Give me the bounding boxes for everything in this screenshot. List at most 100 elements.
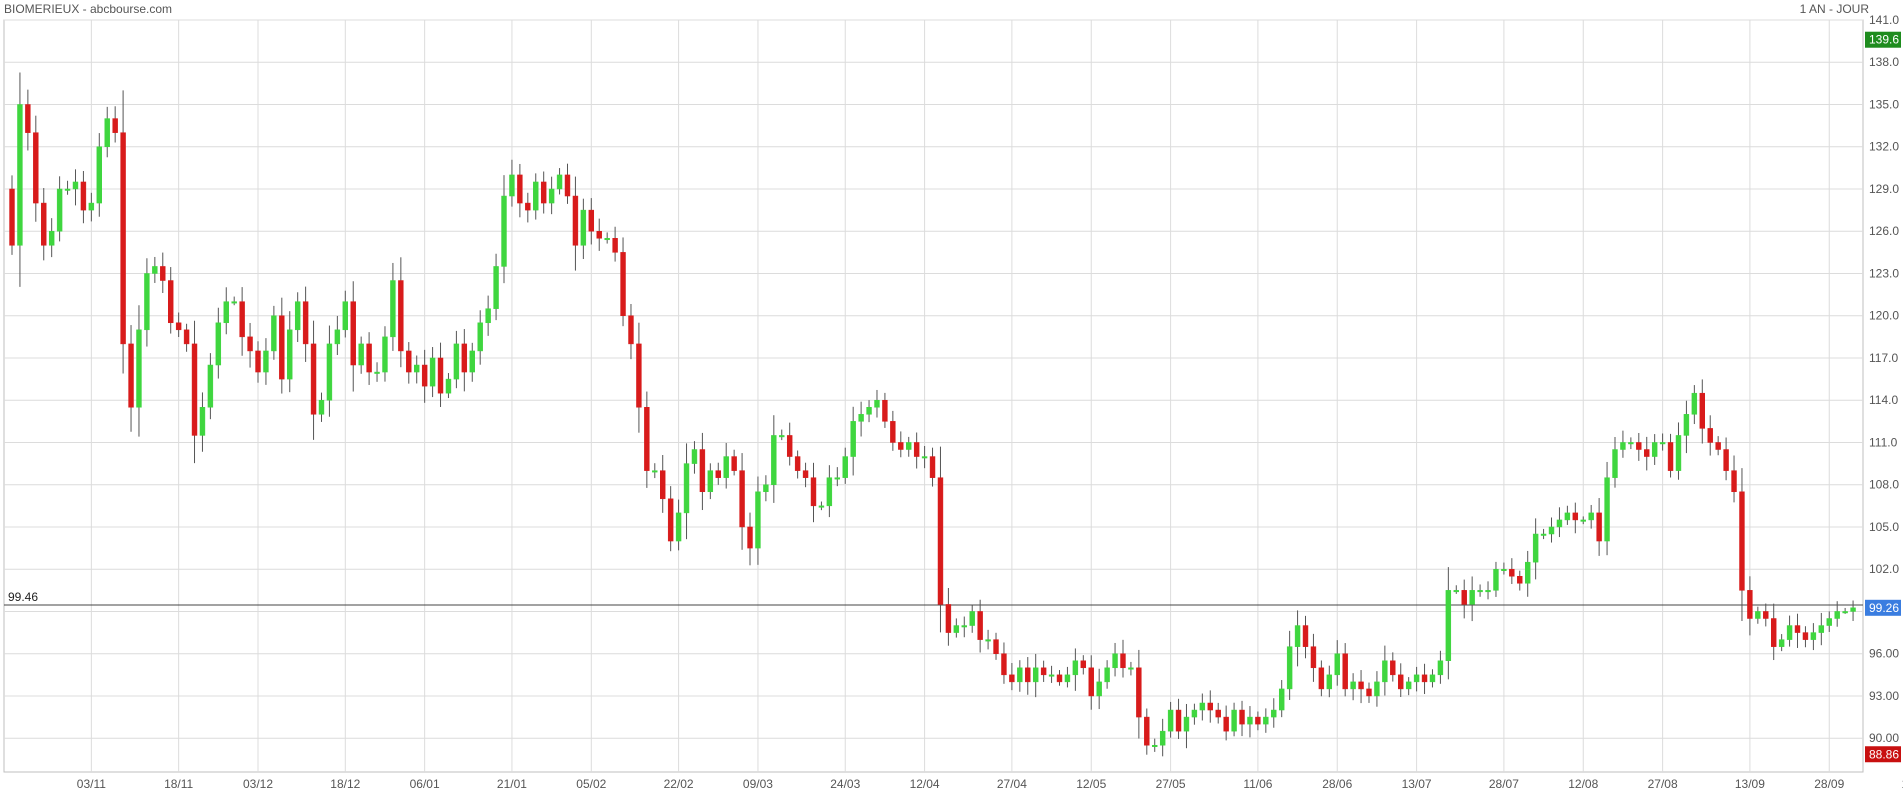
candle-body	[287, 329, 293, 380]
y-tick-label: 96.00	[1869, 647, 1899, 661]
candle-body	[660, 470, 666, 500]
candle-body	[1056, 674, 1063, 683]
candle-body	[929, 456, 936, 478]
x-tick-label: 28/09	[1814, 777, 1844, 791]
candle-body	[953, 625, 960, 633]
candle-body	[1580, 519, 1586, 522]
high-price-badge-bg	[1865, 31, 1901, 48]
candle-body	[1421, 674, 1428, 683]
candle-body	[294, 301, 301, 331]
plot-frame	[3, 19, 1864, 773]
candle-body	[906, 442, 912, 450]
candle-body	[1366, 688, 1372, 697]
candle-body	[945, 604, 952, 633]
last-price-badge-bg	[1865, 599, 1901, 616]
candle-body	[985, 639, 991, 642]
candle-body	[1850, 607, 1856, 612]
candle-body	[350, 301, 356, 366]
candle-body	[112, 118, 118, 133]
x-tick-label: 27/05	[1156, 777, 1186, 791]
candle-body	[358, 343, 364, 366]
candle-body	[1628, 442, 1634, 445]
candle-body	[596, 230, 602, 239]
candle-body	[1437, 660, 1444, 676]
candle-body	[1763, 611, 1769, 619]
candle-body	[1128, 667, 1134, 670]
candle-body	[1318, 667, 1325, 690]
y-tick-label: 141.0	[1869, 13, 1899, 27]
candle-body	[652, 470, 658, 473]
candle-body	[445, 378, 452, 394]
candle-body	[842, 456, 848, 478]
candle-body	[342, 301, 349, 331]
y-tick-label: 117.0	[1869, 351, 1898, 365]
candle-body	[572, 195, 579, 246]
candle-body	[1588, 512, 1594, 521]
candle-body	[1382, 660, 1388, 683]
candle-body	[977, 611, 983, 640]
candle-body	[1025, 667, 1031, 683]
candle-body	[533, 181, 539, 211]
candle-body	[691, 449, 698, 464]
candle-body	[485, 308, 491, 324]
candle-body	[779, 435, 785, 438]
candle-body	[334, 329, 341, 345]
x-tick-label: 27/08	[1648, 777, 1678, 791]
candle-body	[199, 407, 206, 436]
candle-body	[1175, 709, 1182, 732]
candle-body	[1104, 667, 1110, 683]
candle-body	[850, 421, 856, 457]
candle-body	[1524, 561, 1531, 584]
candle-body	[390, 280, 396, 338]
candle-body	[1017, 667, 1023, 683]
candle-body	[1802, 632, 1809, 640]
candle-body	[136, 329, 142, 408]
candle-body	[17, 104, 23, 246]
candle-body	[1675, 435, 1682, 471]
x-tick-label: 06/01	[410, 777, 440, 791]
candle-body	[731, 456, 737, 471]
candle-body	[1453, 590, 1459, 593]
candle-body	[1501, 568, 1507, 571]
candle-body	[1826, 618, 1832, 626]
candle-body	[580, 209, 587, 246]
candle-body	[937, 477, 944, 605]
x-tick-label: 27/04	[997, 777, 1027, 791]
candle-body	[1493, 568, 1499, 591]
candle-body	[1405, 681, 1412, 690]
x-tick-label: 18/12	[330, 777, 360, 791]
candle-body	[1072, 660, 1079, 676]
candle-body	[1461, 590, 1467, 605]
candle-body	[683, 463, 690, 514]
candle-body	[564, 174, 571, 197]
candle-body	[509, 174, 515, 197]
candle-body	[1659, 442, 1666, 445]
candle-body	[326, 343, 333, 401]
candle-body	[628, 315, 634, 345]
candle-body	[1564, 512, 1571, 521]
candle-body	[1509, 568, 1515, 577]
candle-body	[271, 315, 277, 352]
y-tick-label: 129.0	[1869, 182, 1899, 196]
candle-body	[215, 322, 222, 366]
candle-body	[1794, 625, 1801, 633]
candle-body	[1810, 632, 1817, 640]
candle-body	[755, 491, 761, 549]
candle-body	[72, 181, 79, 190]
candle-body	[1477, 590, 1483, 593]
candle-body	[1247, 716, 1253, 725]
candle-body	[1834, 611, 1840, 619]
candle-body	[739, 470, 745, 528]
candle-body	[493, 266, 499, 309]
candle-body	[1572, 512, 1579, 521]
grid	[3, 19, 1864, 773]
candle-body	[1263, 716, 1269, 725]
candle-body	[1818, 625, 1825, 633]
candle-body	[501, 195, 507, 267]
candle-body	[548, 188, 555, 204]
candle-body	[88, 202, 95, 211]
candle-body	[1731, 470, 1737, 493]
candle-body	[33, 132, 39, 204]
candle-body	[1152, 744, 1158, 747]
